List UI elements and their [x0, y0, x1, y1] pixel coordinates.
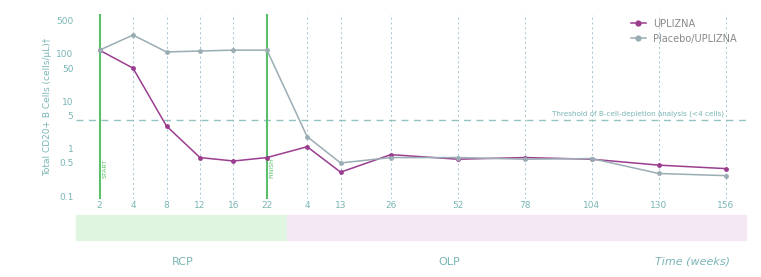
- Text: RCP: RCP: [173, 257, 194, 267]
- Text: OLP: OLP: [438, 257, 460, 267]
- Text: FINISH: FINISH: [269, 157, 275, 178]
- Y-axis label: Total CD20+ B Cells (cells/μL)†: Total CD20+ B Cells (cells/μL)†: [43, 37, 52, 176]
- Bar: [620, 215, 746, 240]
- Text: Time (weeks): Time (weeks): [654, 257, 730, 267]
- Bar: [76, 215, 287, 240]
- Bar: [287, 215, 620, 240]
- Text: Threshold of B-cell-depletion analysis (<4 cells): Threshold of B-cell-depletion analysis (…: [552, 111, 724, 117]
- Text: START: START: [102, 159, 107, 178]
- Legend: UPLIZNA, Placebo/UPLIZNA: UPLIZNA, Placebo/UPLIZNA: [627, 15, 741, 48]
